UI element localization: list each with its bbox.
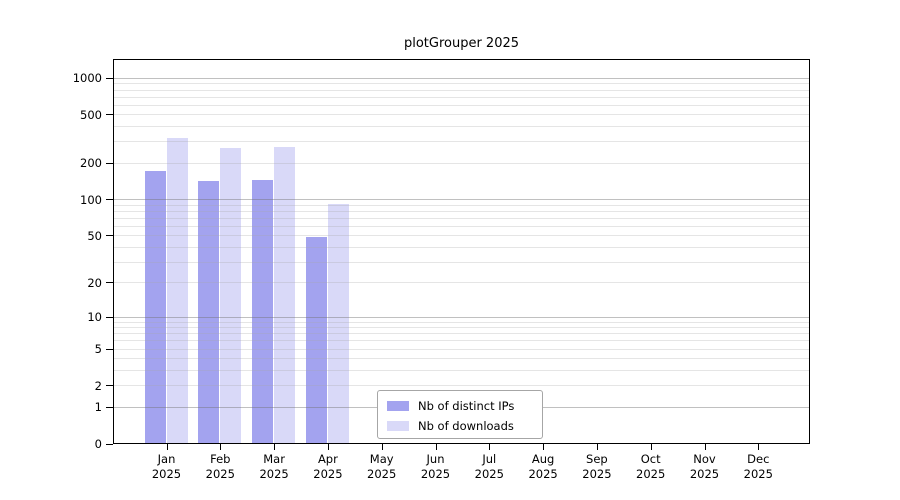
- x-tick-mark: [596, 444, 598, 450]
- gridline-minor: [114, 96, 809, 98]
- y-tick-label: 2: [94, 378, 102, 393]
- x-tick-label-oct: Oct 2025: [636, 452, 666, 481]
- gridline-minor: [114, 104, 809, 106]
- legend-label: Nb of downloads: [418, 419, 514, 433]
- gridline-minor: [114, 385, 809, 387]
- y-tick-mark: [106, 162, 113, 164]
- y-tick-label: 100: [80, 192, 102, 207]
- bar-distinct-ips-mar: [252, 179, 274, 443]
- gridline-minor: [114, 321, 809, 323]
- y-tick-label: 5: [94, 342, 102, 357]
- bar-downloads-feb: [220, 148, 242, 443]
- y-tick-label: 10: [87, 310, 102, 325]
- y-tick-label: 1: [94, 400, 102, 415]
- gridline-minor: [114, 114, 809, 116]
- x-tick-mark: [435, 444, 437, 450]
- gridline-minor: [114, 261, 809, 263]
- x-tick-label-feb: Feb 2025: [205, 452, 235, 481]
- x-tick-label-jul: Jul 2025: [474, 452, 504, 481]
- legend-row: Nb of downloads: [387, 416, 542, 436]
- gridline-minor: [114, 126, 809, 128]
- x-tick-mark: [274, 444, 276, 450]
- legend-rows: Nb of distinct IPs Nb of downloads: [387, 396, 542, 436]
- bar-downloads-apr: [327, 204, 349, 443]
- y-tick-mark: [106, 282, 113, 284]
- legend: Nb of distinct IPs Nb of downloads: [377, 390, 543, 439]
- y-tick-mark: [106, 114, 113, 116]
- bar-downloads-jan: [166, 137, 188, 443]
- gridline-minor: [114, 340, 809, 342]
- x-tick-label-nov: Nov 2025: [689, 452, 720, 481]
- y-tick-mark: [106, 385, 113, 387]
- bars-layer: [114, 60, 809, 443]
- x-tick-mark: [489, 444, 491, 450]
- x-tick-label-aug: Aug 2025: [528, 452, 558, 481]
- x-tick-label-mar: Mar 2025: [259, 452, 289, 481]
- gridline-minor: [114, 333, 809, 335]
- y-tick-mark: [106, 316, 113, 318]
- bar-distinct-ips-feb: [198, 181, 220, 443]
- x-tick-label-dec: Dec 2025: [743, 452, 773, 481]
- x-tick-mark: [220, 444, 222, 450]
- y-tick-label: 200: [80, 156, 102, 171]
- x-tick-mark: [327, 444, 329, 450]
- gridline-minor: [114, 370, 809, 372]
- gridline-minor: [114, 141, 809, 143]
- y-tick-mark: [106, 406, 113, 408]
- x-tick-mark: [166, 444, 168, 450]
- gridline-minor: [114, 217, 809, 219]
- x-tick-mark: [758, 444, 760, 450]
- y-tick-label: 0: [94, 437, 102, 451]
- y-tick-mark: [106, 235, 113, 237]
- y-tick-mark: [106, 443, 113, 445]
- gridline-minor: [114, 210, 809, 212]
- y-tick-label: 500: [80, 107, 102, 122]
- x-tick-mark: [650, 444, 652, 450]
- y-tick-mark: [106, 348, 113, 350]
- gridline-minor: [114, 235, 809, 237]
- chart-title: plotGrouper 2025: [403, 36, 520, 51]
- x-tick-label-jan: Jan 2025: [151, 452, 182, 481]
- gridline-minor: [114, 246, 809, 248]
- gridline-minor: [114, 327, 809, 329]
- gridline-minor: [114, 204, 809, 206]
- x-tick-label-apr: Apr 2025: [313, 452, 343, 481]
- gridline-minor: [114, 83, 809, 85]
- gridline-minor: [114, 225, 809, 227]
- gridline-major: [114, 316, 809, 318]
- gridline-minor: [114, 282, 809, 284]
- y-tick-label: 20: [87, 275, 102, 290]
- legend-row: Nb of distinct IPs: [387, 396, 542, 416]
- gridline-minor: [114, 89, 809, 91]
- bar-distinct-ips-jan: [144, 170, 166, 443]
- gridline-major: [114, 199, 809, 201]
- legend-swatch: [387, 421, 409, 431]
- x-tick-label-may: May 2025: [367, 452, 397, 481]
- y-tick-label: 50: [87, 228, 102, 243]
- gridline-minor: [114, 358, 809, 360]
- gridline-major: [114, 77, 809, 79]
- gridline-minor: [114, 348, 809, 350]
- x-tick-label-jun: Jun 2025: [420, 452, 451, 481]
- x-tick-mark: [543, 444, 545, 450]
- x-tick-mark: [704, 444, 706, 450]
- y-tick-mark: [106, 77, 113, 79]
- x-tick-label-sep: Sep 2025: [582, 452, 612, 481]
- grid-layer: [114, 60, 809, 443]
- legend-swatch: [387, 401, 409, 411]
- bar-downloads-mar: [274, 146, 296, 443]
- legend-label: Nb of distinct IPs: [418, 399, 515, 413]
- bar-distinct-ips-apr: [305, 237, 327, 443]
- gridline-minor: [114, 162, 809, 164]
- y-tick-mark: [106, 199, 113, 201]
- x-tick-mark: [381, 444, 383, 450]
- y-tick-label: 1000: [72, 71, 102, 86]
- plot-area: [113, 59, 810, 444]
